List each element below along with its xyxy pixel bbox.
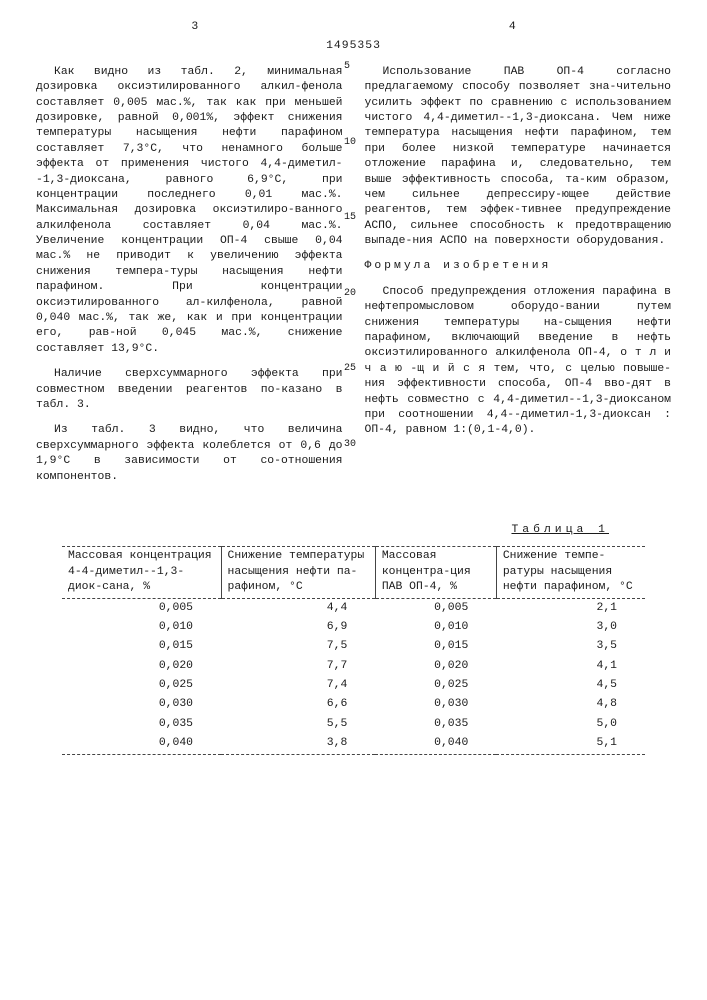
col-header: Массовая концентра-ция ПАВ ОП-4, % <box>375 547 496 598</box>
table-cell: 0,030 <box>62 695 221 714</box>
line-num: 5 <box>344 60 356 74</box>
table-cell: 4,5 <box>496 676 645 695</box>
paragraph: Наличие сверхсуммарного эффекта при совм… <box>36 367 343 413</box>
table-cell: 0,010 <box>375 618 496 637</box>
table-cell: 0,040 <box>62 734 221 754</box>
col-header: Снижение темпе-ратуры насыщения нефти па… <box>496 547 645 598</box>
table-cell: 6,9 <box>221 618 375 637</box>
section-heading: Формула изобретения <box>365 259 672 274</box>
table-cell: 0,015 <box>62 637 221 656</box>
table-cell: 4,8 <box>496 695 645 714</box>
line-num: 15 <box>344 211 356 225</box>
table-cell: 0,015 <box>375 637 496 656</box>
table-header-row: Массовая концентрация 4-4-диметил--1,3-д… <box>62 547 645 598</box>
document-number: 1495353 <box>36 39 671 54</box>
paragraph: Использование ПАВ ОП-4 согласно предлага… <box>365 65 672 250</box>
table-cell: 4,1 <box>496 657 645 676</box>
table-cell: 5,0 <box>496 715 645 734</box>
table-cell: 0,005 <box>62 598 221 618</box>
col-header: Массовая концентрация 4-4-диметил--1,3-д… <box>62 547 221 598</box>
page-num-right: 4 <box>509 20 516 35</box>
table-cell: 7,7 <box>221 657 375 676</box>
line-number-gutter: 5 10 15 20 25 30 <box>344 60 356 513</box>
table-cell: 0,025 <box>375 676 496 695</box>
table-cell: 0,035 <box>375 715 496 734</box>
paragraph: Как видно из табл. 2, минимальная дозиро… <box>36 65 343 357</box>
table-cell: 3,5 <box>496 637 645 656</box>
page-num-left: 3 <box>191 20 198 35</box>
table-row: 0,0157,50,0153,5 <box>62 637 645 656</box>
line-num: 10 <box>344 136 356 150</box>
table-row: 0,0306,60,0304,8 <box>62 695 645 714</box>
paragraph: Из табл. 3 видно, что величина сверхсумм… <box>36 423 343 485</box>
table-row: 0,0403,80,0405,1 <box>62 734 645 754</box>
table-cell: 5,1 <box>496 734 645 754</box>
table-cell: 0,040 <box>375 734 496 754</box>
table-1: Таблица 1 Массовая концентрация 4-4-диме… <box>62 523 645 755</box>
table-row: 0,0207,70,0204,1 <box>62 657 645 676</box>
table-cell: 6,6 <box>221 695 375 714</box>
table-cell: 0,035 <box>62 715 221 734</box>
col-header: Снижение температуры насыщения нефти па-… <box>221 547 375 598</box>
table-cell: 4,4 <box>221 598 375 618</box>
table-row: 0,0106,90,0103,0 <box>62 618 645 637</box>
line-num: 30 <box>344 438 356 452</box>
line-num: 20 <box>344 287 356 301</box>
data-table: Массовая концентрация 4-4-диметил--1,3-д… <box>62 546 645 754</box>
line-num: 25 <box>344 362 356 376</box>
table-cell: 3,8 <box>221 734 375 754</box>
table-row: 0,0054,40,0052,1 <box>62 598 645 618</box>
table-row: 0,0355,50,0355,0 <box>62 715 645 734</box>
table-cell: 2,1 <box>496 598 645 618</box>
table-caption: Таблица 1 <box>62 523 645 538</box>
table-cell: 0,025 <box>62 676 221 695</box>
table-cell: 0,030 <box>375 695 496 714</box>
paragraph: Способ предупреждения отложения парафина… <box>365 285 672 439</box>
left-column: Как видно из табл. 2, минимальная дозиро… <box>36 65 343 495</box>
table-cell: 0,010 <box>62 618 221 637</box>
table-row: 0,0257,40,0254,5 <box>62 676 645 695</box>
table-cell: 0,005 <box>375 598 496 618</box>
table-cell: 0,020 <box>62 657 221 676</box>
table-cell: 5,5 <box>221 715 375 734</box>
table-cell: 0,020 <box>375 657 496 676</box>
right-column: Использование ПАВ ОП-4 согласно предлага… <box>365 65 672 495</box>
table-cell: 3,0 <box>496 618 645 637</box>
table-cell: 7,4 <box>221 676 375 695</box>
table-cell: 7,5 <box>221 637 375 656</box>
